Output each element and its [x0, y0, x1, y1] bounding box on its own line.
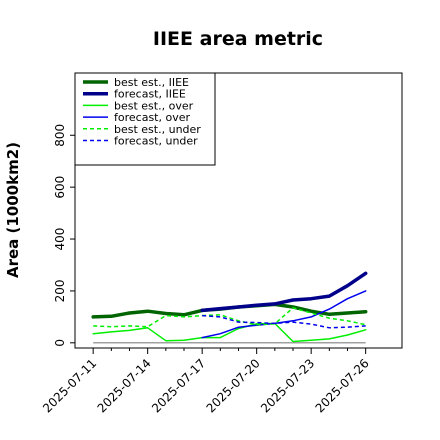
- legend-label: forecast, under: [114, 135, 198, 148]
- plot-area: [91, 271, 368, 344]
- series-line-4: [201, 290, 367, 339]
- y-tick-label: 800: [53, 124, 67, 147]
- legend-label: best est., over: [114, 99, 194, 112]
- legend-label: forecast, IIEE: [114, 88, 186, 101]
- y-tick-label: 0: [53, 339, 67, 347]
- y-tick-label: 400: [53, 228, 67, 251]
- legend-label: best est., under: [114, 123, 201, 136]
- series-line-3: [92, 322, 367, 343]
- legend-box: [74, 72, 216, 166]
- y-tick-label: 600: [53, 176, 67, 199]
- y-tick-label: 200: [53, 279, 67, 302]
- series-line-5: [93, 307, 366, 328]
- y-axis-label: Area (1000km2): [4, 142, 22, 278]
- chart-title: IIEE area metric: [153, 28, 323, 50]
- legend-label: best est., IIEE: [114, 76, 189, 89]
- legend-label: forecast, over: [114, 111, 190, 124]
- series-line-2: [200, 271, 368, 313]
